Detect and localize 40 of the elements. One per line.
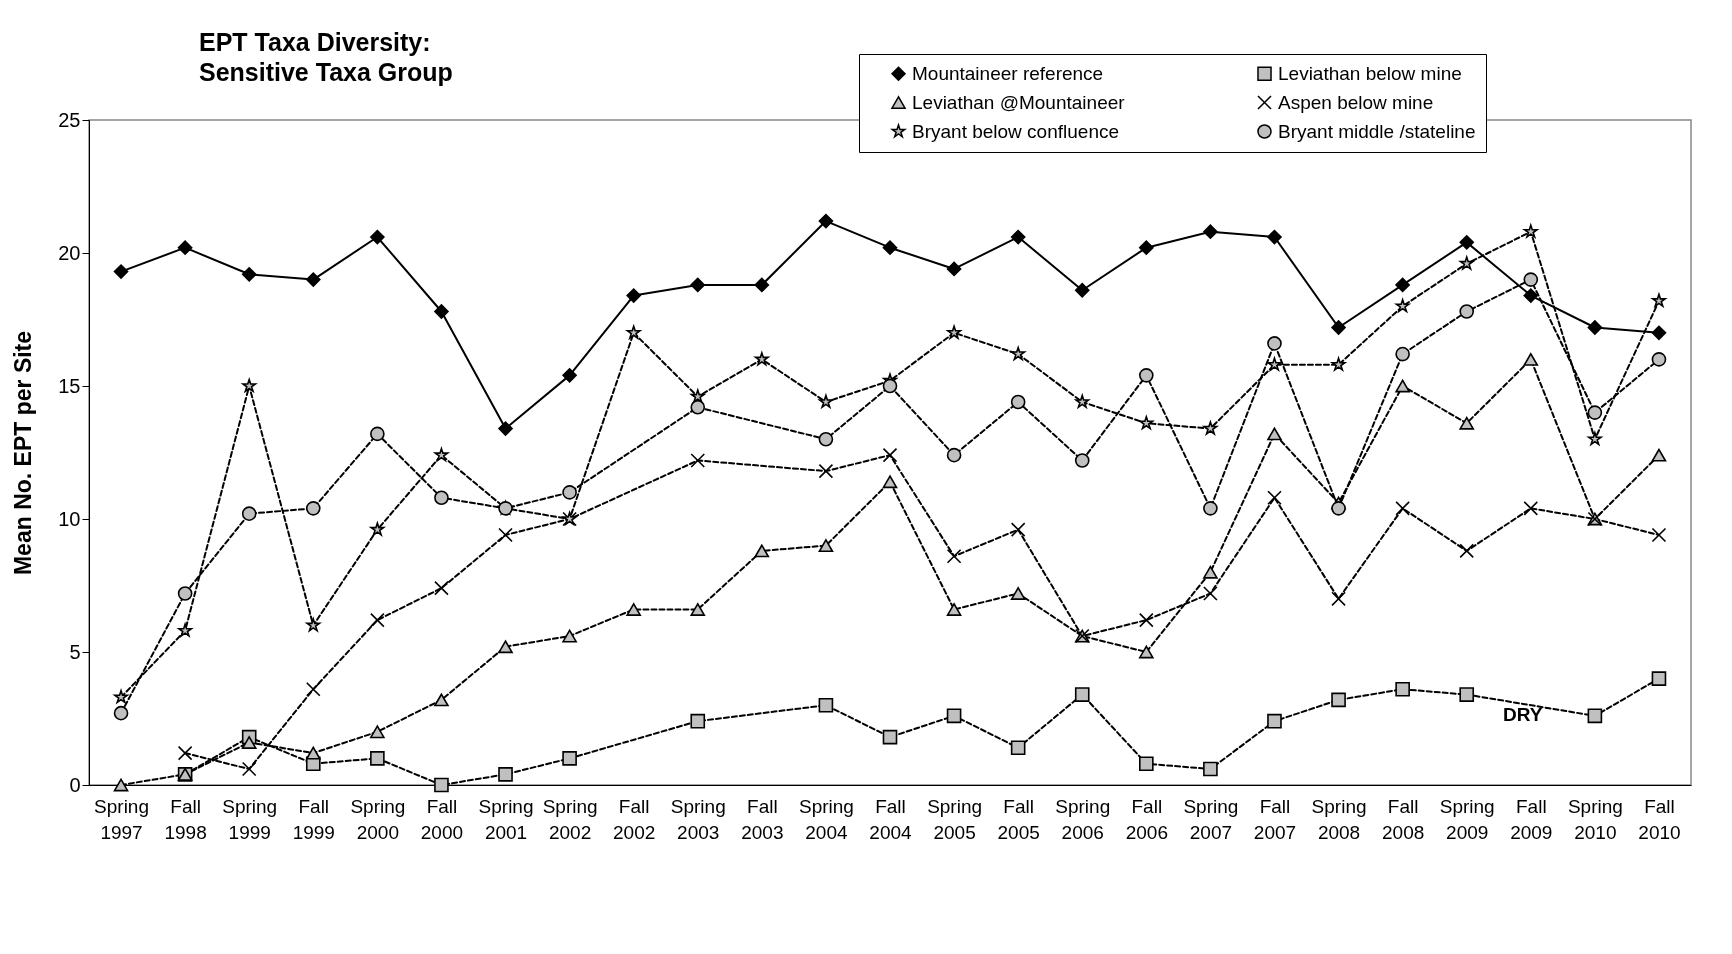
- legend-label: Bryant below confluence: [912, 120, 1120, 142]
- y-tick-label: 10: [58, 507, 81, 530]
- y-axis-title: Mean No. EPT per Site: [10, 330, 37, 576]
- y-tick-label: 20: [58, 241, 81, 264]
- x-tick-label: Spring 1997: [94, 795, 149, 843]
- x-tick-label: Spring 2004: [798, 795, 854, 843]
- x-tick-label: Fall 2009: [1510, 795, 1553, 843]
- x-tick-label: Fall 2005: [997, 795, 1040, 843]
- legend-label: Leviathan @Mountaineer: [912, 91, 1126, 113]
- x-tick-label: Fall 2004: [869, 795, 913, 843]
- x-tick-label: Fall 2002: [613, 795, 656, 843]
- annotation: DRY: [1503, 704, 1543, 726]
- x-tick-label: Spring 1999: [222, 795, 278, 843]
- x-tick-label: Fall 2007: [1253, 795, 1297, 843]
- y-tick-label: 25: [58, 108, 81, 131]
- legend-label: Mountaineer reference: [912, 62, 1104, 84]
- x-tick-label: Spring 2005: [927, 795, 983, 843]
- x-tick-label: Spring 2001: [478, 795, 534, 843]
- x-tick-label: Spring 2002: [542, 795, 598, 843]
- x-tick-label: Spring 2003: [670, 795, 726, 843]
- x-tick-label: Spring 2000: [350, 795, 406, 843]
- x-tick-label: Fall 1999: [292, 795, 335, 843]
- x-tick-label: Spring 2008: [1311, 795, 1367, 843]
- x-tick-label: Fall 2000: [420, 795, 464, 843]
- y-tick-label: 0: [69, 773, 81, 796]
- legend-label: Leviathan below mine: [1278, 62, 1462, 84]
- x-tick-label: Fall 2010: [1638, 795, 1681, 843]
- x-tick-label: Spring 2009: [1439, 795, 1495, 843]
- y-tick-label: 15: [58, 374, 81, 397]
- x-tick-label: Fall 2003: [741, 795, 784, 843]
- y-tick-label: 5: [69, 640, 81, 663]
- x-tick-label: Fall 1998: [164, 795, 207, 843]
- legend-label: Bryant middle /stateline: [1278, 120, 1476, 142]
- chart-title: EPT Taxa Diversity: Sensitive Taxa Group: [199, 27, 453, 86]
- x-tick-label: Fall 2006: [1125, 795, 1168, 843]
- x-tick-label: Spring 2007: [1183, 795, 1239, 843]
- x-tick-label: Spring 2006: [1055, 795, 1111, 843]
- x-tick-label: Spring 2010: [1567, 795, 1623, 843]
- x-tick-label: Fall 2008: [1382, 795, 1425, 843]
- legend-label: Aspen below mine: [1278, 91, 1434, 113]
